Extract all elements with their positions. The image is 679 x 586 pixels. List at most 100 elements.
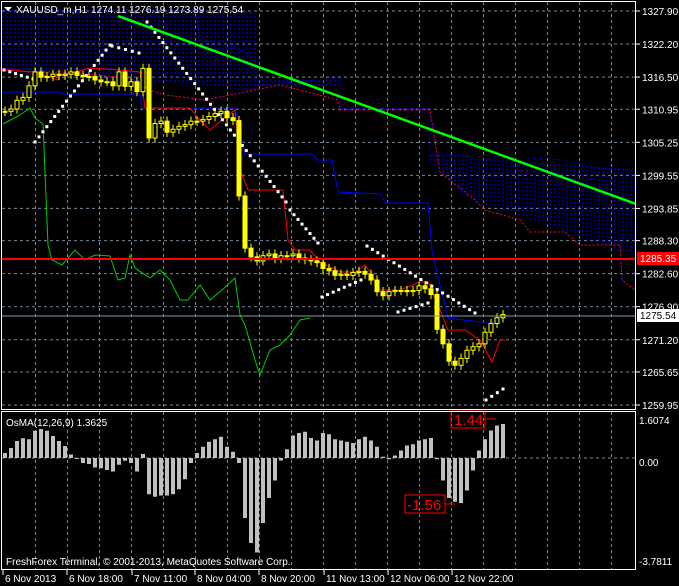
osma-bar (21, 438, 25, 458)
osma-bar (351, 443, 355, 458)
sar-dot (284, 200, 288, 204)
osma-tick-label: 0.00 (639, 458, 659, 469)
sar-dot (446, 294, 450, 298)
candle-body (404, 289, 410, 293)
sar-dot (173, 56, 177, 60)
osma-bar (261, 458, 265, 523)
price-tick-label: 1322.20 (642, 40, 679, 51)
sar-dot (260, 169, 264, 173)
sar-dot (312, 236, 316, 240)
osma-bar (417, 440, 421, 458)
sar-dot (342, 285, 346, 289)
price-tick-label: 1276.90 (642, 303, 679, 314)
candle-body (32, 71, 38, 87)
osma-bar (441, 458, 445, 481)
sar-dot (320, 295, 324, 299)
grid (2, 2, 636, 569)
sar-dot (414, 274, 418, 278)
candle-body (158, 120, 164, 124)
sar-dot (495, 391, 499, 395)
sar-dot (84, 74, 88, 78)
osma-bar (291, 435, 295, 458)
candle-body (74, 71, 80, 76)
sar-dot (65, 99, 69, 103)
chart-menu-icon[interactable] (4, 7, 12, 11)
sar-dot (308, 232, 312, 236)
sar-dot (392, 261, 396, 265)
indicator-frame (1, 411, 636, 570)
candle-body (446, 343, 452, 362)
osma-bar (9, 448, 13, 458)
sar-dot (240, 143, 244, 147)
osma-bar (321, 433, 325, 458)
osma-bar (465, 458, 469, 491)
sar-dot (426, 301, 430, 305)
osma-bar (435, 458, 439, 460)
osma-bar (267, 458, 271, 498)
price-candles (2, 63, 506, 370)
sar-dot (462, 304, 466, 308)
osma-bar (255, 458, 259, 553)
candle-body (188, 120, 194, 126)
trendline[interactable] (117, 14, 637, 206)
candle-body (26, 85, 32, 98)
candle-body (440, 328, 446, 345)
osma-bar (159, 458, 163, 496)
sar-dot (177, 61, 181, 65)
candle-body (464, 349, 470, 359)
candle-body (122, 71, 128, 87)
kijun-line (0, 91, 495, 323)
osma-bar (63, 446, 67, 458)
osma-bar (369, 440, 373, 458)
sar-dot (216, 113, 220, 117)
candle-body (164, 120, 170, 133)
sar-dot (117, 46, 121, 50)
candle-body (230, 117, 236, 122)
sar-dot (370, 247, 374, 251)
osma-bar (27, 439, 31, 458)
osma-bar (339, 440, 343, 458)
sar-dot (45, 125, 49, 129)
price-tick-label: 1265.65 (642, 368, 679, 379)
osma-bar (243, 458, 247, 518)
osma-bar (141, 454, 145, 458)
sar-dot (381, 254, 385, 258)
osma-bar (249, 458, 253, 543)
price-tick-label: 1305.25 (642, 138, 679, 149)
candle-body (392, 289, 398, 293)
osma-bar (99, 458, 103, 469)
osma-bar (213, 439, 217, 458)
osma-bar (33, 430, 37, 458)
osma-bar (111, 458, 115, 472)
osma-bar (273, 458, 277, 481)
candle-body (266, 253, 272, 257)
sar-dot (96, 58, 100, 62)
osma-bar (393, 455, 397, 458)
candle-body (458, 357, 464, 366)
osma-bar (183, 458, 187, 480)
osma-bar (225, 446, 229, 458)
sar-dot (33, 140, 37, 144)
candle-body (338, 273, 344, 276)
sar-dot (348, 283, 352, 287)
annotation-high: 1.44 (454, 412, 483, 429)
sar-dot (484, 398, 488, 402)
candle-body (296, 253, 302, 259)
candle-body (320, 262, 326, 269)
candle-body (98, 79, 104, 83)
sar-dot (252, 159, 256, 163)
sar-dot (326, 293, 330, 297)
osma-bar (315, 440, 319, 458)
candle-body (56, 73, 62, 76)
osma-bar (189, 458, 193, 463)
candle-body (482, 331, 488, 345)
sar-dot (92, 63, 96, 67)
time-tick-label: 6 Nov 18:00 (69, 574, 123, 585)
osma-bar (459, 458, 463, 503)
sar-dot (419, 278, 423, 281)
price-tick-label: 1282.60 (642, 270, 679, 281)
candle-body (80, 74, 86, 78)
tenkan-line (0, 67, 505, 364)
cloud-lower-boundary (0, 67, 636, 291)
